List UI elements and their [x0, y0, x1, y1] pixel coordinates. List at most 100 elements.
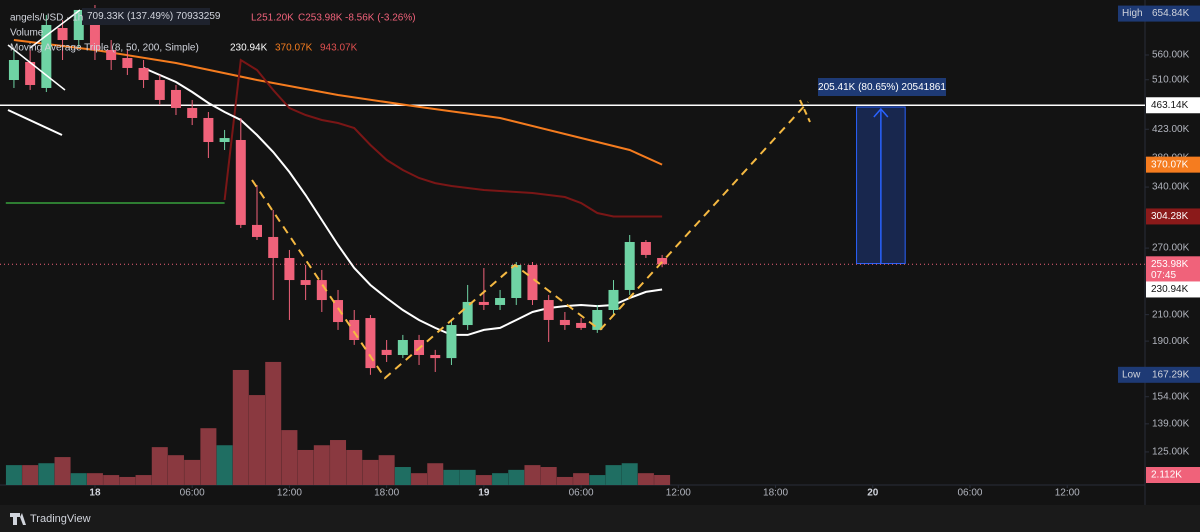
price-label: 370.07K — [1151, 159, 1189, 170]
price-label: 654.84K — [1152, 8, 1190, 19]
volume-bar — [86, 473, 103, 485]
volume-bar — [232, 369, 249, 485]
volume-bar — [443, 469, 460, 485]
candle-body — [397, 340, 408, 355]
x-tick-label: 06:00 — [569, 488, 594, 499]
price-label: 463.14K — [1151, 100, 1189, 111]
volume-bar — [346, 449, 363, 485]
volume-bar — [200, 428, 217, 485]
indicator-line — [223, 58, 663, 218]
candle-body — [89, 9, 100, 50]
volume-bar — [459, 469, 476, 485]
measure-arrowhead — [873, 107, 889, 118]
candle-body — [170, 89, 181, 108]
candle-body — [446, 325, 457, 359]
volume-bar — [70, 473, 87, 485]
volume-bar — [654, 475, 671, 485]
volume-bar — [184, 459, 201, 485]
x-tick-label: 12:00 — [1055, 488, 1080, 499]
candle-body — [252, 224, 263, 237]
price-label: 167.29K — [1152, 369, 1190, 380]
y-tick-label: 125.00K — [1152, 447, 1190, 458]
y-tick-label: 510.00K — [1152, 74, 1190, 85]
measure-label: 205.41K (80.65%) 20541861 — [818, 82, 946, 93]
candle-body — [284, 257, 295, 281]
candle-body — [349, 319, 360, 341]
drawings — [7, 9, 811, 380]
candle-body — [154, 80, 165, 100]
y-tick-label: 340.00K — [1152, 182, 1190, 193]
volume-bar — [589, 475, 606, 485]
y-tick-label: 210.00K — [1152, 309, 1190, 320]
legend-low: L251.20K — [251, 13, 294, 24]
plot: 560.00K510.00K423.00K380.00K340.00K270.0… — [0, 5, 1190, 499]
candle-body — [57, 28, 68, 41]
volume-bar — [151, 447, 168, 485]
price-countdown: 07:45 — [1151, 270, 1176, 281]
volume-label-box — [1146, 467, 1200, 484]
legend-ma-value: 943.07K — [320, 43, 358, 54]
volume-bar — [5, 465, 22, 485]
candle-body — [268, 236, 279, 258]
candle-body — [122, 57, 133, 68]
candle-body — [462, 301, 473, 326]
trend-line — [29, 9, 81, 49]
brand-logo — [10, 513, 26, 525]
y-tick-label: 154.00K — [1152, 391, 1190, 402]
volume-bar — [394, 467, 411, 485]
volume-bar — [524, 465, 541, 485]
candle-body — [592, 309, 603, 330]
x-tick-label: 12:00 — [666, 488, 691, 499]
volume-bar — [508, 469, 525, 485]
trend-line — [7, 109, 63, 136]
price-label: 253.98K — [1151, 259, 1189, 270]
volume-bar — [411, 473, 428, 485]
price-tag-box — [1118, 5, 1200, 22]
y-tick-label: 560.00K — [1152, 50, 1190, 61]
volume-bar — [637, 473, 654, 485]
y-tick-label: 423.00K — [1152, 124, 1190, 135]
price-label-box — [1146, 156, 1200, 173]
volume-bar — [38, 463, 55, 485]
x-tick-label: 12:00 — [277, 488, 302, 499]
price-tag: High — [1122, 8, 1143, 19]
volume-bar — [475, 475, 492, 485]
x-tick-label: 06:00 — [957, 488, 982, 499]
volume-bar — [297, 449, 314, 485]
candle-body — [138, 67, 149, 81]
candle-body — [640, 241, 651, 255]
price-axis — [1145, 0, 1200, 505]
volume-bar — [492, 473, 509, 485]
volume-bar — [103, 475, 120, 485]
legend-close: C253.98K — [298, 13, 343, 24]
price-label-box — [1146, 208, 1200, 225]
candle-body — [543, 300, 554, 320]
overlay: 205.41K (80.65%) 20541861 High 654.84K 463.… — [818, 5, 1200, 484]
candle-body — [219, 138, 230, 143]
volume-label: 2.112K — [1151, 470, 1182, 481]
volume-bar — [313, 445, 330, 485]
candle-body — [576, 322, 587, 328]
volume-bar — [362, 459, 379, 485]
volume-bar — [216, 445, 233, 485]
volume-bar — [249, 395, 266, 485]
candle-body — [203, 117, 214, 143]
candle-body — [300, 280, 311, 285]
volume-bar — [22, 465, 39, 485]
candle-body — [608, 289, 619, 310]
candle-body — [511, 264, 522, 299]
volume-bar — [119, 476, 136, 485]
y-tick-label: 139.00K — [1152, 418, 1190, 429]
price-label-box — [1146, 256, 1200, 283]
measure-label-box — [818, 78, 946, 96]
price-tag: Low — [1122, 369, 1141, 380]
candle-body — [365, 318, 376, 369]
x-tick-label: 18:00 — [763, 488, 788, 499]
volume-bar — [540, 467, 557, 485]
candle-body — [381, 349, 392, 355]
candle-body — [527, 264, 538, 301]
candle-body — [316, 280, 327, 301]
